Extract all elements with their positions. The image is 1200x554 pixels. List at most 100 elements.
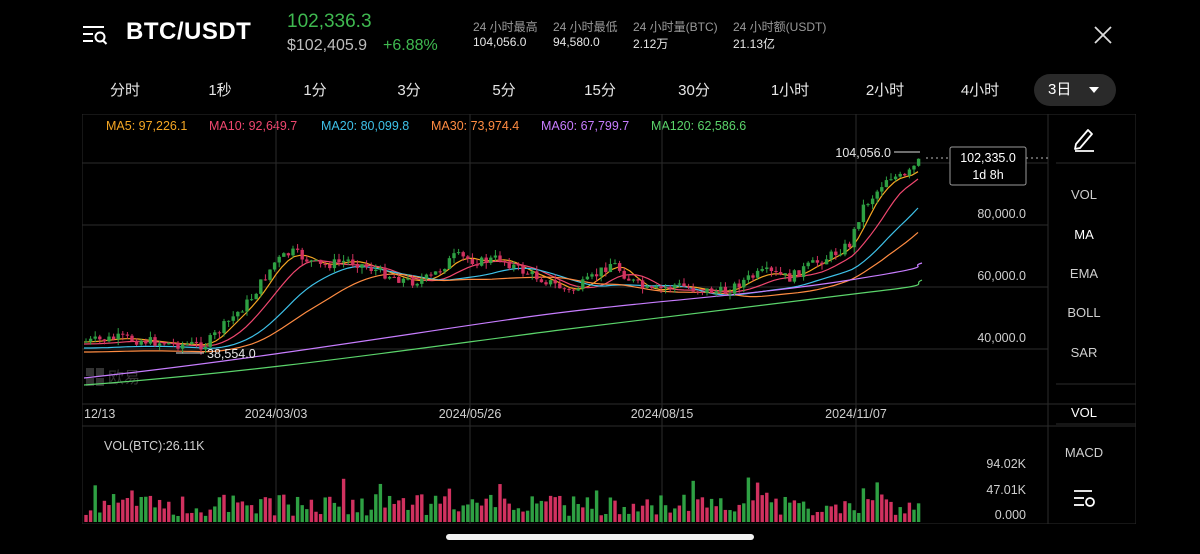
- volume-bar: [116, 502, 120, 522]
- candle-body: [544, 282, 548, 285]
- volume-bar: [452, 509, 456, 522]
- indicator-boll[interactable]: BOLL: [1067, 305, 1101, 320]
- volume-bar: [650, 505, 654, 522]
- volume-bar: [180, 496, 185, 522]
- candle-body: [479, 257, 484, 266]
- volume-bar: [530, 496, 534, 522]
- candle-body: [277, 256, 281, 263]
- indicator-macd[interactable]: MACD: [1064, 445, 1104, 460]
- indicator-sub-vol[interactable]: VOL: [1070, 405, 1097, 420]
- candle-body: [443, 268, 447, 272]
- volume-bar: [792, 500, 797, 522]
- candle-body: [272, 262, 277, 270]
- candle-body: [590, 274, 594, 277]
- volume-bar: [236, 502, 240, 522]
- candle-body: [719, 286, 723, 292]
- indicator-ma[interactable]: MA: [1074, 227, 1094, 242]
- current-price-tag: 102,335.0: [960, 151, 1016, 165]
- stat-low-label: 24 小时最低: [553, 20, 618, 34]
- volume-bar: [424, 514, 429, 522]
- stat-low-value: 94,580.0: [553, 35, 600, 49]
- candle-body: [705, 288, 709, 293]
- tab-timeframe[interactable]: 4小时: [960, 82, 1000, 99]
- candle-body: [461, 252, 465, 257]
- volume-bar: [521, 511, 525, 522]
- tab-timeframe[interactable]: 分时: [109, 82, 140, 99]
- volume-bar: [456, 511, 461, 522]
- indicator-sar[interactable]: SAR: [1070, 345, 1098, 360]
- tab-timeframe[interactable]: 1秒: [208, 82, 232, 99]
- candle-body: [916, 158, 921, 166]
- candle-body: [98, 336, 102, 340]
- volume-bar: [277, 495, 281, 522]
- chevron-down-icon: [1089, 87, 1099, 93]
- candle-body: [415, 283, 419, 286]
- volume-bar: [282, 494, 286, 522]
- ma-line: [83, 178, 919, 347]
- tab-timeframe[interactable]: 1分: [303, 82, 327, 99]
- candle-body: [355, 263, 360, 268]
- timeframe-selector[interactable]: 3日: [1034, 74, 1116, 106]
- candle-body: [834, 251, 838, 256]
- volume-bar: [640, 505, 645, 522]
- volume-bar: [121, 499, 125, 522]
- volume-bar: [401, 498, 406, 522]
- volume-bar: [387, 495, 392, 522]
- volume-bar: [364, 515, 369, 522]
- volume-bar: [516, 508, 521, 522]
- tab-timeframe[interactable]: 5分: [492, 82, 516, 99]
- candle-body: [153, 337, 157, 346]
- volume-bar: [857, 512, 861, 522]
- volume-axis-label: 47.01K: [986, 483, 1026, 497]
- candle-body: [585, 276, 590, 280]
- candle-body: [291, 248, 295, 256]
- candle-body: [236, 311, 240, 317]
- candle-body: [778, 272, 783, 275]
- search-list-icon[interactable]: [82, 24, 108, 46]
- candle-body: [769, 267, 774, 272]
- tab-timeframe[interactable]: 2小时: [865, 82, 905, 99]
- volume-bar: [88, 510, 93, 522]
- home-indicator[interactable]: [446, 534, 754, 540]
- volume-bar: [585, 497, 590, 522]
- volume-bar: [866, 499, 870, 522]
- candle-body: [502, 260, 507, 262]
- stat-high-label: 24 小时最高: [473, 20, 538, 34]
- candle-body: [686, 286, 691, 288]
- candle-body: [498, 255, 502, 261]
- volume-bar: [838, 513, 843, 522]
- candle-body: [714, 291, 718, 294]
- volume-bar: [769, 502, 774, 522]
- kline-chart[interactable]: 欧易 80,000.0 60,000.0 40,000.0 12/13 2024…: [82, 114, 1136, 524]
- pair-title[interactable]: BTC/USDT: [126, 18, 252, 45]
- candle-body: [700, 291, 705, 293]
- volume-bar: [765, 492, 769, 522]
- volume-bar: [567, 515, 571, 522]
- tab-timeframe[interactable]: 3分: [397, 82, 421, 99]
- candle-body: [640, 280, 645, 288]
- volume-bar: [507, 503, 511, 522]
- tab-timeframe[interactable]: 30分: [678, 82, 710, 99]
- tab-timeframe[interactable]: 1小时: [770, 82, 810, 99]
- tab-timeframe[interactable]: 15分: [584, 82, 616, 99]
- pen-draw-icon[interactable]: [1072, 126, 1096, 152]
- candle-body: [429, 274, 433, 276]
- close-icon[interactable]: [1092, 24, 1114, 46]
- volume-bar: [916, 503, 921, 522]
- candle-body: [424, 274, 429, 279]
- legend-ma20: MA20: 80,099.8: [321, 119, 410, 133]
- candle-body: [884, 180, 889, 188]
- candle-body: [870, 198, 875, 205]
- candle-body: [392, 276, 396, 278]
- candle-body: [755, 270, 760, 278]
- candle-countdown: 1d 8h: [972, 168, 1003, 182]
- volume-bar: [318, 514, 323, 522]
- indicator-settings-icon[interactable]: [1072, 488, 1096, 510]
- indicator-vol[interactable]: VOL: [1070, 187, 1097, 202]
- indicator-ema[interactable]: EMA: [1069, 266, 1099, 281]
- volume-bar: [383, 507, 387, 522]
- volume-bar: [259, 499, 263, 522]
- candle-body: [599, 267, 603, 277]
- volume-bar: [686, 510, 691, 522]
- volume-bar: [659, 495, 663, 522]
